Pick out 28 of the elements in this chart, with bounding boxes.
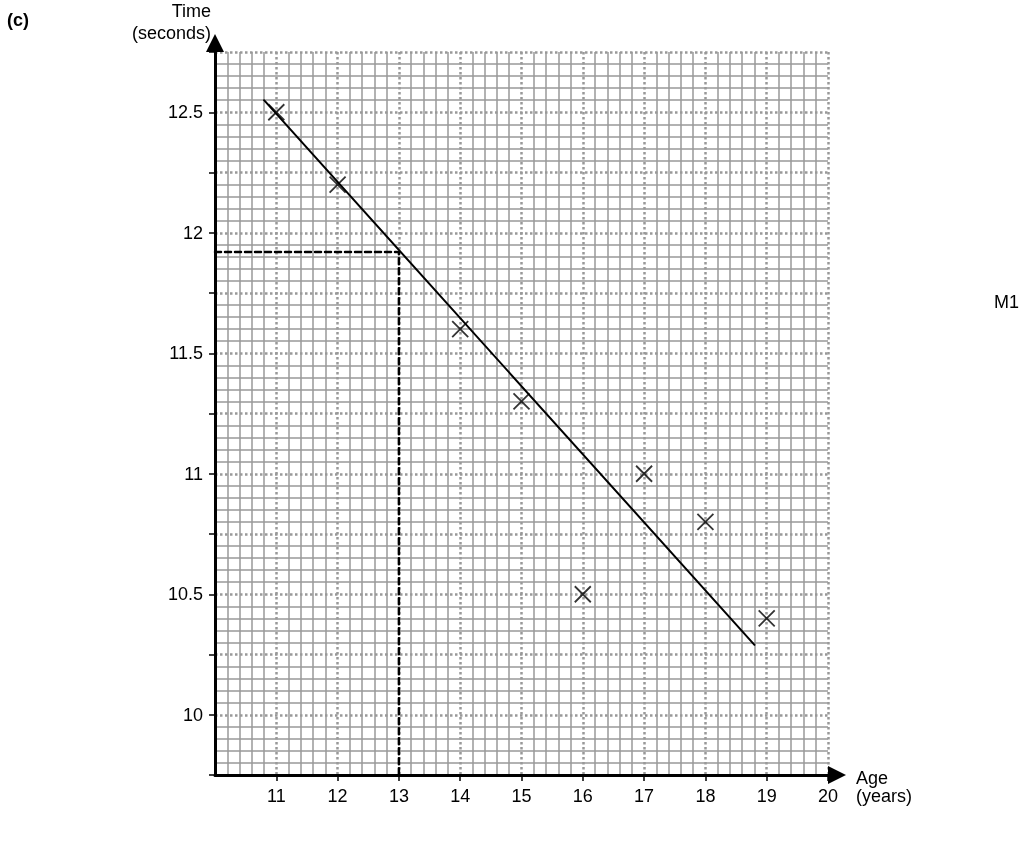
x-tick-label: 11: [266, 786, 286, 806]
y-tick-label: 12: [182, 222, 203, 243]
x-tick-label: 17: [634, 786, 655, 806]
y-tick-label: 10: [182, 704, 203, 725]
point: [328, 175, 347, 194]
y-tick-label: 11.5: [169, 343, 203, 364]
y-tick-label: 11: [184, 463, 203, 484]
text: (c): [7, 10, 29, 30]
point: [635, 464, 653, 483]
point: [267, 103, 286, 122]
x-tick-label: 13: [388, 786, 409, 806]
x-tick-label: 19: [756, 786, 777, 806]
point: [573, 585, 592, 604]
x-tick-label: 16: [572, 786, 593, 806]
x-tick-label: 14: [450, 786, 471, 806]
x-axis-title: Age (years): [856, 768, 913, 806]
y-axis-title: Time (seconds): [131, 1, 211, 43]
y-tick-label: 10.5: [167, 584, 203, 605]
point: [757, 609, 776, 628]
text: M1: [994, 292, 1020, 312]
x-tick-label: 20: [817, 786, 839, 806]
x-tick-label: 15: [511, 786, 532, 806]
point: [451, 320, 470, 339]
x-tick-label: 18: [695, 786, 716, 806]
point: [512, 392, 531, 411]
x-tick-label: 12: [327, 786, 348, 806]
y-tick-label: 12.5: [167, 102, 203, 123]
point: [696, 513, 715, 531]
